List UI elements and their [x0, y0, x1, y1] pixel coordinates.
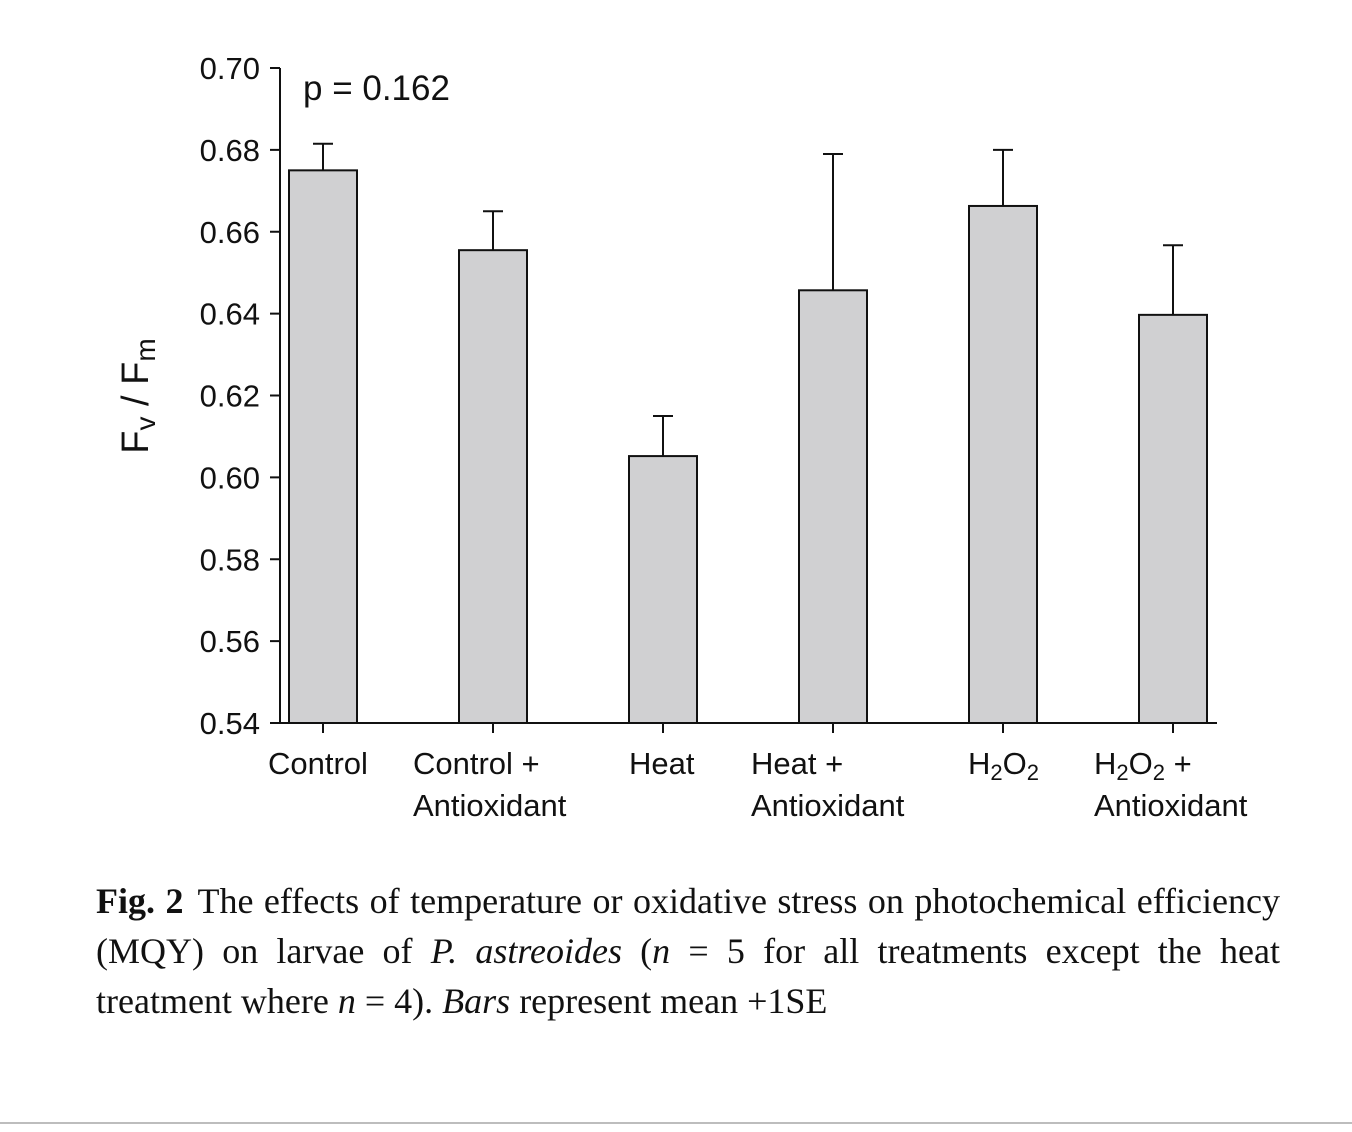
y-tick-label: 0.70: [200, 51, 260, 86]
category-label: Heat: [629, 746, 695, 781]
bar-chart: Fv / Fm 0.54 0.56 0.58 0.60 0.62 0.64 0.66 0.68…: [115, 51, 1248, 823]
category-labels: Control Control + Antioxidant Heat Heat + Ant…: [268, 746, 1248, 823]
caption-text: The effects of temperature or oxidative …: [96, 881, 1280, 1021]
category-label: Control: [268, 746, 368, 781]
bar: [968, 204, 1038, 725]
bar: [798, 289, 868, 724]
y-tick-label: 0.62: [200, 379, 260, 414]
bar: [1138, 313, 1208, 724]
y-tick-label: 0.66: [200, 215, 260, 250]
bottom-divider: [0, 1122, 1352, 1124]
category-label: H2O2 +: [1094, 746, 1192, 785]
bars: [288, 142, 1208, 733]
y-axis-label: Fv / Fm: [115, 338, 161, 453]
p-value-annotation: p = 0.162: [303, 69, 450, 108]
figure-caption: Fig. 2 The effects of temperature or oxid…: [96, 876, 1280, 1026]
category-label: Antioxidant: [1094, 788, 1248, 823]
y-axis-title: Fv / Fm: [115, 338, 161, 453]
category-label: H2O2: [968, 746, 1039, 785]
category-label: Antioxidant: [751, 788, 905, 823]
y-tick-label: 0.58: [200, 542, 260, 577]
y-tick-label: 0.60: [200, 460, 260, 495]
y-tick-label: 0.68: [200, 133, 260, 168]
bar: [288, 169, 358, 724]
y-axis: 0.54 0.56 0.58 0.60 0.62 0.64 0.66 0.68 0.70: [200, 51, 281, 741]
y-tick-label: 0.64: [200, 297, 260, 332]
category-label: Control +: [413, 746, 540, 781]
category-label: Heat +: [751, 746, 843, 781]
bar: [458, 249, 528, 724]
bar: [628, 455, 698, 724]
y-tick-label: 0.56: [200, 624, 260, 659]
y-tick-label: 0.54: [200, 706, 260, 741]
figure-label: Fig. 2: [96, 881, 184, 921]
category-label: Antioxidant: [413, 788, 567, 823]
